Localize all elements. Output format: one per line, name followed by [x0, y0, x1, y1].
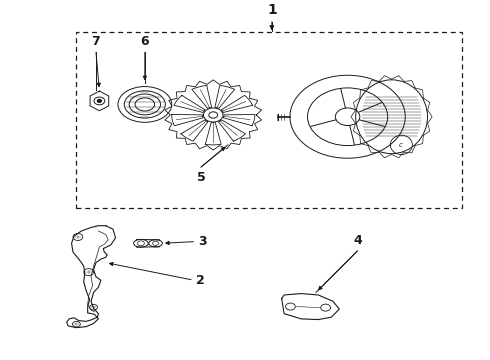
Text: 7: 7 — [92, 35, 100, 48]
Text: 6: 6 — [141, 35, 149, 48]
Text: c: c — [398, 142, 402, 148]
Text: 5: 5 — [196, 171, 205, 184]
Text: 3: 3 — [198, 235, 207, 248]
Text: 4: 4 — [353, 234, 362, 247]
Circle shape — [98, 99, 101, 102]
Text: 1: 1 — [267, 3, 277, 17]
Bar — [76, 32, 463, 208]
Text: 2: 2 — [196, 274, 205, 287]
